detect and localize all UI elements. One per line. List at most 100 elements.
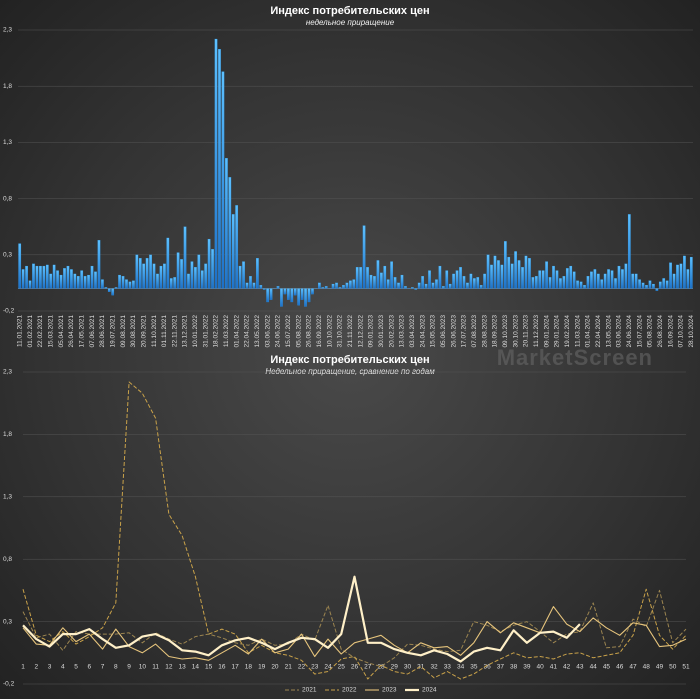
x-tick-label: 05.08.2022 [295,315,302,348]
bar [493,255,497,289]
x-tick-label: 30.08.2021 [130,315,137,348]
x-tick-label: 41 [550,664,558,671]
legend-label: 2024 [422,687,437,694]
bar [531,277,535,289]
bar [135,254,139,289]
bar [645,285,648,289]
x-tick-label: 07.06.2021 [89,315,96,348]
x-tick-label: 29.01.2024 [554,315,561,348]
bar [225,158,228,289]
series-line [22,381,687,680]
x-tick-label: 36 [483,664,491,671]
x-tick-label: 11.03.2022 [223,315,230,347]
bar [545,261,548,289]
x-tick-label: 15 [205,664,213,671]
bar [410,287,414,289]
x-tick-label: 19 [258,664,266,671]
x-tick-label: 28.10.2024 [688,315,695,348]
bar [652,283,655,289]
x-tick-label: 24.04.2023 [419,315,426,348]
bar [404,286,407,289]
x-tick-label: 35 [470,664,478,671]
bar [641,282,645,289]
x-tick-label: 30.01.2023 [378,315,385,348]
x-tick-label: 20 [271,664,279,671]
x-tick-label: 2 [34,664,38,671]
x-tick-label: 16 [218,664,226,671]
bar [689,256,693,289]
bar [231,214,235,289]
bar [662,278,666,289]
bar [293,288,297,296]
bar [269,288,273,300]
bar [218,49,221,289]
bar [252,282,256,289]
bar [517,260,521,289]
x-tick-label: 10.10.2022 [326,315,333,348]
bar [138,258,142,289]
x-tick-label: 20.09.2021 [140,315,147,348]
x-tick-label: 13.12.2021 [182,315,189,348]
y-tick-label: 0,8 [3,556,12,563]
x-tick-label: 17.05.2021 [78,315,85,348]
x-tick-label: 05.06.2023 [440,315,447,348]
bar [655,288,659,291]
bar [197,254,201,289]
x-tick-label: 13.05.2022 [254,315,261,348]
bar [359,267,363,289]
x-tick-label: 22.02.2021 [37,315,44,348]
x-tick-label: 03.06.2024 [616,315,623,348]
bar [614,278,617,289]
x-tick-label: 09.01.2024 [543,315,550,348]
bar [686,269,690,289]
y-tick-label: 2,3 [3,27,12,34]
y-tick-label: 1,3 [3,494,12,501]
x-tick-label: 09.01.2023 [368,315,375,348]
x-tick-label: 03.04.2023 [409,315,416,348]
x-tick-label: 12 [165,664,173,671]
bar [366,267,369,289]
x-tick-label: 30.10.2023 [512,315,519,348]
bar [317,282,321,289]
bar [417,282,421,289]
bar [538,270,542,289]
bar [183,226,187,289]
bar [448,283,452,289]
bar [452,273,455,289]
bar [507,256,511,289]
x-tick-label: 22.04.2022 [244,315,251,348]
bar [631,273,635,289]
bar [345,282,349,289]
x-tick-label: 01.04.2022 [233,315,240,348]
bar [238,265,242,289]
x-tick-label: 25 [338,664,346,671]
x-tick-label: 07.10.2024 [678,315,685,348]
x-tick-label: 21.11.2022 [347,315,354,347]
x-tick-label: 26.04.2021 [68,315,75,348]
bar [132,280,135,289]
bar [249,276,252,289]
bar [393,277,397,289]
bar [648,280,652,289]
x-tick-label: 07.08.2023 [471,315,478,348]
legend-label: 2022 [342,687,357,694]
x-tick-label: 20.11.2023 [523,315,530,347]
bar [541,270,545,289]
x-tick-label: 11 [152,664,159,671]
bar [159,265,163,289]
x-tick-label: 44 [590,664,598,671]
bar [441,286,445,289]
bar [262,288,266,290]
bar [163,263,166,289]
x-tick-label: 05.08.2024 [647,315,654,348]
bar [624,263,628,289]
bar [49,273,53,289]
bar [572,271,576,289]
x-tick-label: 15.03.2021 [47,315,54,348]
chart-subtitle: Недельное приращение, сравнение по годам [265,367,435,376]
legend-label: 2021 [302,687,317,694]
bar [321,287,325,289]
bar [414,288,418,290]
bar [459,267,462,289]
